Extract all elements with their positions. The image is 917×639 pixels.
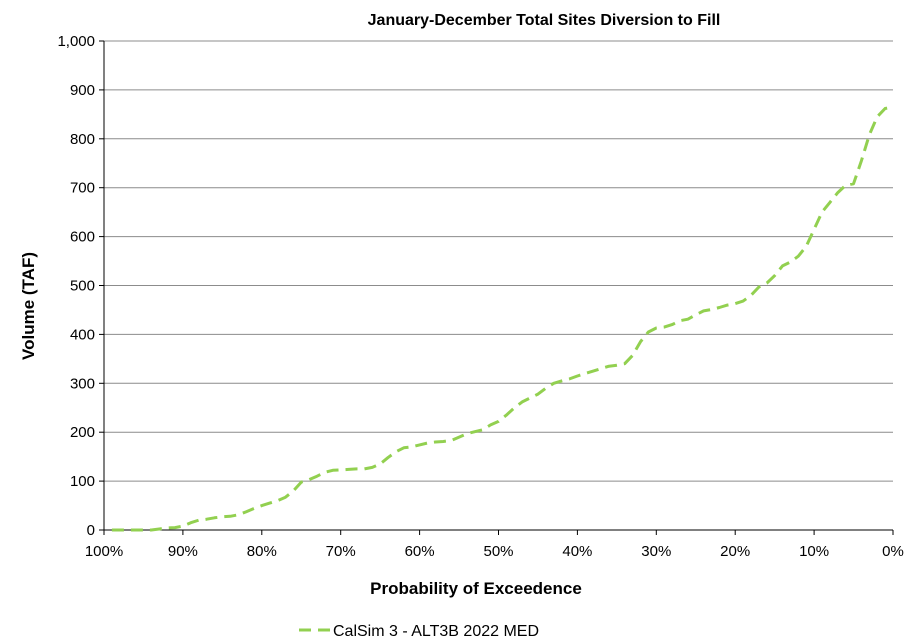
y-tick-label: 300 xyxy=(70,375,95,392)
series-line xyxy=(111,105,894,532)
x-tick-label: 0% xyxy=(882,543,904,560)
x-tick-label: 90% xyxy=(168,543,198,560)
legend-label: CalSim 3 - ALT3B 2022 MED xyxy=(333,623,539,639)
y-tick-label: 600 xyxy=(70,229,95,246)
y-tick-label: 100 xyxy=(70,473,95,490)
x-axis-title: Probability of Exceedence xyxy=(370,579,582,598)
y-tick-label: 700 xyxy=(70,180,95,197)
y-tick-label: 0 xyxy=(87,522,95,539)
x-tick-label: 70% xyxy=(326,543,356,560)
x-tick-label: 30% xyxy=(641,543,671,560)
x-tick-label: 40% xyxy=(562,543,592,560)
y-tick-label: 900 xyxy=(70,82,95,99)
chart-title: January-December Total Sites Diversion t… xyxy=(368,12,721,29)
y-axis-title: Volume (TAF) xyxy=(19,252,38,360)
x-tick-label: 50% xyxy=(483,543,513,560)
legend: CalSim 3 - ALT3B 2022 MED xyxy=(299,623,539,639)
y-tick-label: 200 xyxy=(70,424,95,441)
x-tick-label: 20% xyxy=(720,543,750,560)
gridlines xyxy=(99,40,893,531)
x-axis-ticks xyxy=(103,530,894,535)
x-tick-label: 80% xyxy=(247,543,277,560)
x-tick-label: 60% xyxy=(405,543,435,560)
y-tick-label: 800 xyxy=(70,131,95,148)
x-tick-label: 10% xyxy=(799,543,829,560)
x-axis-tick-labels: 100% 90% 80% 70% 60% 50% 40% 30% 20% 10% 0% xyxy=(85,543,904,560)
y-tick-label: 500 xyxy=(70,278,95,295)
y-tick-label: 400 xyxy=(70,326,95,343)
y-axis-tick-labels: 0 100 200 300 400 500 600 700 800 900 1,000 xyxy=(57,33,95,539)
y-tick-label: 1,000 xyxy=(57,33,95,50)
x-tick-label: 100% xyxy=(85,543,123,560)
